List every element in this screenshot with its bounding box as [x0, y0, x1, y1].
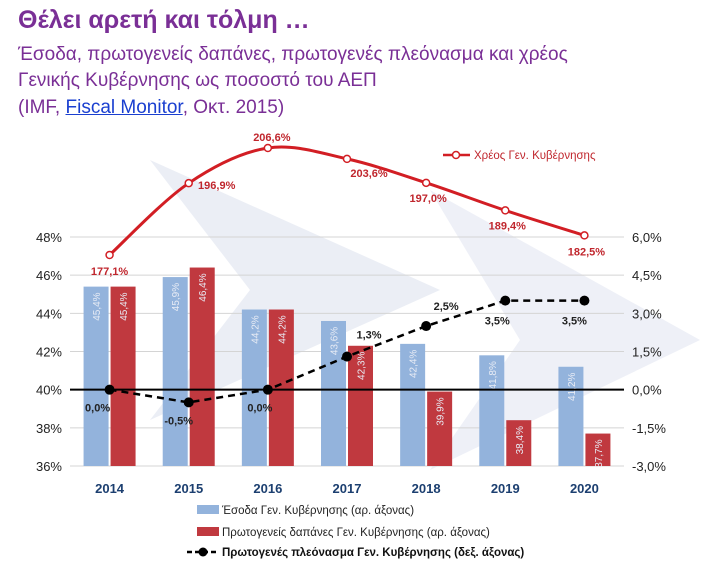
revenue-bar-label: 42,4% [409, 350, 420, 378]
revenue-bar-label: 45,4% [92, 292, 103, 320]
revenue-legend-swatch [197, 505, 219, 514]
surplus-label: 3,5% [562, 316, 587, 328]
expenditure-bar [268, 309, 294, 466]
revenue-bar [479, 355, 505, 466]
debt-point [501, 206, 510, 215]
left-tick-label: 44% [36, 306, 62, 321]
expenditure-legend-label: Πρωτογενείς δαπάνες Γεν. Κυβέρνησης (αρ.… [222, 527, 490, 539]
surplus-point [500, 295, 511, 306]
debt-point [105, 250, 114, 260]
debt-label: 203,6% [350, 168, 388, 180]
debt-point [342, 154, 352, 164]
year-label: 2017 [333, 481, 362, 496]
revenue-bar-label: 41,2% [567, 372, 578, 400]
right-tick-label: 0,0% [632, 383, 662, 398]
expenditure-legend-swatch [197, 527, 219, 536]
page-title: Θέλει αρετή και τόλμη … [18, 6, 310, 34]
revenue-bar [241, 309, 267, 466]
right-tick-label: -3,0% [632, 459, 666, 474]
expenditure-bar-label: 37,7% [594, 439, 605, 467]
revenue-bar [558, 366, 584, 466]
surplus-point [579, 295, 590, 306]
surplus-point [104, 384, 115, 395]
expenditure-bar [427, 391, 453, 466]
expenditure-bar-label: 46,4% [198, 273, 209, 301]
expenditure-bar-label: 38,4% [515, 426, 526, 454]
left-tick-label: 46% [36, 268, 62, 283]
revenue-bar-label: 41,8% [488, 361, 499, 389]
background-arrow [150, 160, 440, 420]
revenue-bar [83, 286, 109, 466]
year-label: 2018 [412, 481, 441, 496]
left-tick-label: 48% [36, 230, 62, 245]
debt-point [184, 178, 193, 188]
expenditure-bar-label: 42,3% [357, 351, 368, 379]
right-tick-label: 1,5% [632, 345, 662, 360]
revenue-bar [162, 277, 188, 466]
left-tick-label: 40% [36, 383, 62, 398]
debt-label: 177,1% [91, 266, 129, 278]
expenditure-bar [506, 420, 532, 466]
surplus-label: -0,5% [164, 415, 193, 427]
surplus-legend-marker [198, 547, 208, 557]
debt-label: 182,5% [568, 246, 606, 258]
debt-point [580, 231, 589, 240]
debt-label: 196,9% [198, 180, 236, 192]
surplus-legend-label: Πρωτογενές πλεόνασμα Γεν. Κυβέρνησης (δε… [222, 547, 524, 559]
year-label: 2019 [491, 481, 520, 496]
surplus-point [183, 397, 194, 408]
expenditure-bar [189, 267, 215, 466]
revenue-bar-label: 45,9% [171, 283, 182, 311]
right-tick-label: 3,0% [632, 306, 662, 321]
surplus-label: 3,5% [485, 316, 510, 328]
debt-legend-marker [451, 150, 461, 160]
expenditure-bar [110, 286, 136, 466]
surplus-point [421, 321, 432, 332]
left-tick-label: 42% [36, 345, 62, 360]
revenue-bar-label: 44,2% [250, 315, 261, 343]
debt-point [421, 178, 431, 188]
expenditure-bar [585, 433, 611, 466]
left-tick-label: 36% [36, 459, 62, 474]
subtitle-line-1: Έσοδα, πρωτογενείς δαπάνες, πρωτογενές π… [18, 44, 568, 65]
left-tick-label: 38% [36, 421, 62, 436]
debt-label: 189,4% [489, 220, 527, 232]
subtitle-line-2: Γενικής Κυβέρνησης ως ποσοστό του ΑΕΠ [18, 70, 377, 91]
surplus-label: 0,0% [85, 403, 110, 415]
surplus-label: 2,5% [434, 301, 459, 313]
expenditure-bar-label: 44,2% [277, 315, 288, 343]
year-label: 2016 [253, 481, 282, 496]
surplus-point [262, 384, 273, 395]
revenue-legend-label: Έσοδα Γεν. Κυβέρνησης (αρ. άξονας) [221, 505, 414, 517]
source-line: (IMF, Fiscal Monitor, Οκτ. 2015) [18, 97, 284, 119]
debt-label: 206,6% [253, 132, 291, 144]
debt-label: 197,0% [409, 193, 447, 205]
debt-point [263, 143, 273, 153]
year-label: 2020 [570, 481, 599, 496]
year-label: 2014 [95, 481, 125, 496]
source-prefix: (IMF, [18, 97, 66, 118]
right-tick-label: 4,5% [632, 268, 662, 283]
expenditure-bar [348, 345, 373, 466]
right-tick-label: 6,0% [632, 230, 662, 245]
surplus-label: 1,3% [356, 330, 381, 342]
surplus-point [342, 351, 352, 362]
year-label: 2015 [174, 481, 203, 496]
fiscal-monitor-link[interactable]: Fiscal Monitor [65, 97, 183, 118]
debt-legend-label: Χρέος Γεν. Κυβέρνησης [474, 150, 596, 162]
expenditure-bar-label: 39,9% [436, 397, 447, 425]
revenue-bar [400, 343, 426, 466]
right-tick-label: -1,5% [632, 421, 666, 436]
revenue-bar [321, 320, 346, 466]
revenue-bar-label: 43,6% [330, 327, 341, 355]
surplus-label: 0,0% [247, 403, 272, 415]
expenditure-bar-label: 45,4% [119, 292, 130, 320]
source-suffix: , Οκτ. 2015) [182, 97, 285, 118]
